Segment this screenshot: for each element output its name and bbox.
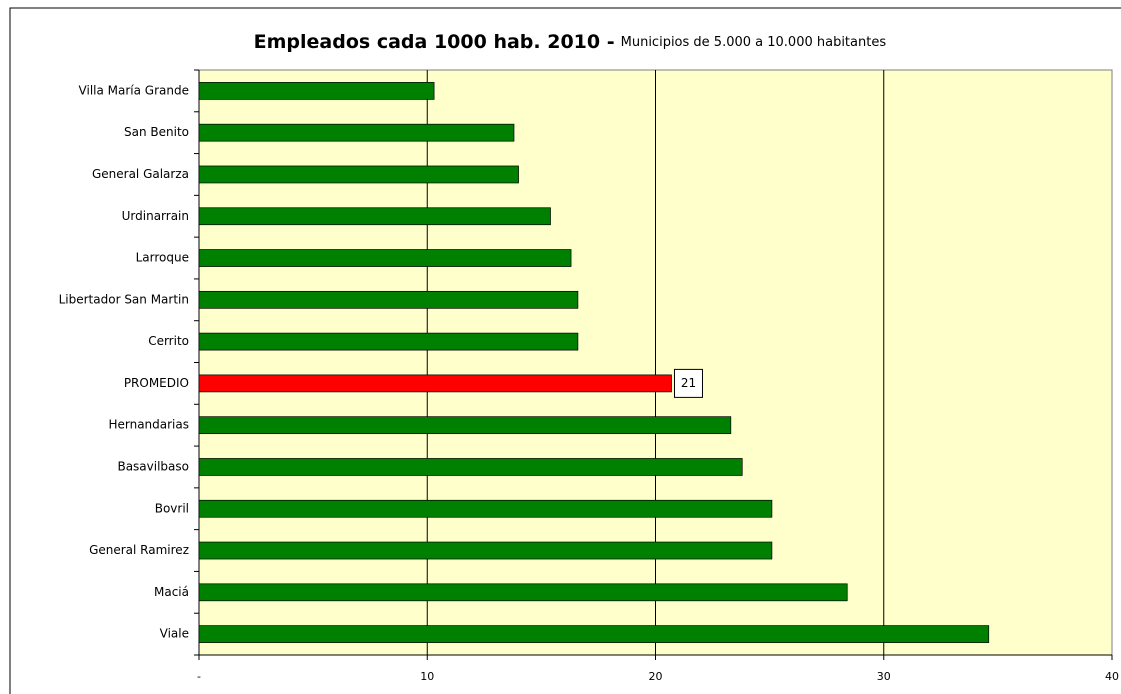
chart-title: Empleados cada 1000 hab. 2010 - bbox=[254, 31, 615, 53]
bar bbox=[198, 165, 519, 184]
x-tick-label: 40 bbox=[1105, 670, 1119, 683]
bar bbox=[198, 374, 672, 393]
bar bbox=[198, 290, 579, 309]
y-tick-label: San Benito bbox=[124, 125, 189, 139]
y-tick-label: Hernandarias bbox=[108, 418, 189, 432]
chart-title-group: Empleados cada 1000 hab. 2010 - Municipio… bbox=[254, 31, 887, 53]
y-tick-label: General Ramirez bbox=[89, 543, 189, 557]
chart-subtitle: Municipios de 5.000 a 10.000 habitantes bbox=[621, 35, 887, 50]
y-tick-label: Urdinarrain bbox=[122, 209, 189, 223]
bar bbox=[198, 541, 773, 560]
y-tick-label: Viale bbox=[160, 627, 189, 641]
bar bbox=[198, 583, 848, 602]
y-tick-label: Libertador San Martin bbox=[59, 292, 189, 306]
bar bbox=[198, 458, 743, 476]
y-tick-label: Cerrito bbox=[148, 334, 189, 348]
y-tick-label: PROMEDIO bbox=[124, 376, 189, 390]
bar bbox=[198, 416, 732, 435]
bar bbox=[198, 207, 551, 226]
y-tick-label: Basavilbaso bbox=[117, 459, 189, 473]
y-tick-label: Bovril bbox=[155, 501, 189, 515]
value-label: 21 bbox=[681, 376, 696, 390]
x-tick-label: 30 bbox=[877, 670, 891, 683]
bar bbox=[198, 499, 773, 518]
x-tick-label: 10 bbox=[420, 670, 434, 683]
bar bbox=[198, 123, 515, 142]
value-label-box bbox=[673, 368, 703, 398]
bar bbox=[198, 82, 435, 100]
x-tick-label: - bbox=[197, 670, 201, 683]
y-tick-label: Larroque bbox=[136, 251, 189, 265]
bar bbox=[198, 332, 579, 351]
bar bbox=[198, 249, 572, 267]
y-tick-label: Maciá bbox=[154, 585, 189, 599]
bar bbox=[198, 625, 990, 643]
y-tick-label: General Galarza bbox=[92, 167, 189, 181]
x-tick-label: 20 bbox=[649, 670, 663, 683]
y-tick-label: Villa María Grande bbox=[79, 83, 189, 97]
